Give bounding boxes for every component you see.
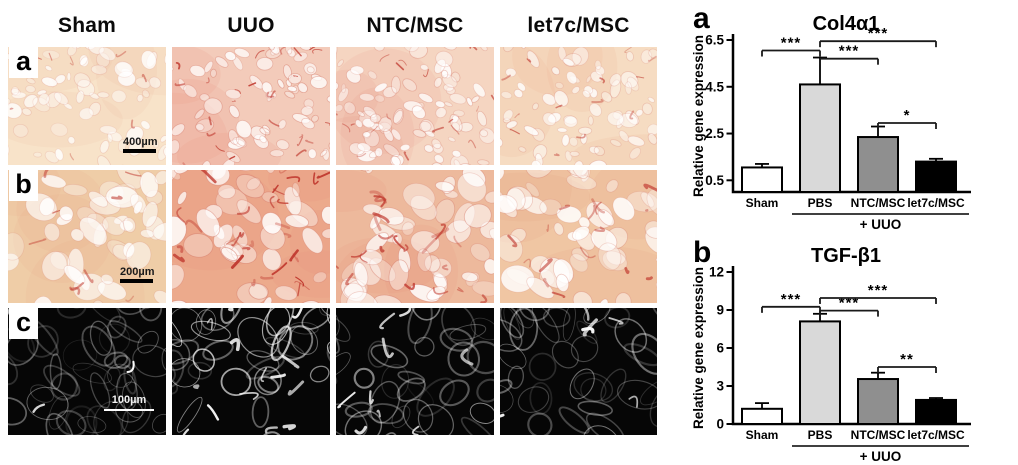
bar-PBS [799, 320, 841, 425]
significance-stars: *** [781, 291, 802, 308]
micrograph-texture [172, 170, 330, 303]
x-category-label: NTC/MSC [851, 428, 906, 442]
x-category-label: PBS [808, 428, 833, 442]
chart-title: Col4α1 [813, 13, 880, 35]
y-tick-label: 2.5 [705, 126, 724, 141]
micrograph-c-sham [8, 308, 166, 435]
x-category-label: NTC/MSC [851, 196, 906, 210]
bar-PBS [799, 83, 841, 193]
micrograph-texture [336, 47, 494, 165]
bar-chart-col4a1: Col4α1 Relative gene expression 0.5 2.5 4.5 6… [690, 0, 1018, 232]
bar-Sham [741, 166, 783, 193]
scale-bar-row-a: 400µm [123, 136, 157, 153]
bar-NTC/MSC [857, 136, 899, 194]
chart-canvas: TGF-β1 Relative gene expression 0 3 6 9 12 Sham… [691, 245, 971, 464]
y-axis-label: Relative gene expression [691, 267, 706, 429]
y-tick-label: 6 [716, 341, 724, 356]
bar-NTC/MSC [857, 378, 899, 426]
significance-stars: * [904, 107, 911, 124]
significance-stars: *** [781, 35, 802, 52]
micrograph-b-uuo [172, 170, 330, 303]
micrograph-texture [336, 170, 494, 303]
micrograph-c-uuo [172, 308, 330, 435]
micrograph-texture [172, 47, 330, 165]
chart-canvas: Col4α1 Relative gene expression 0.5 2.5 4.5 6… [691, 13, 971, 232]
y-tick-label: 3 [716, 379, 724, 394]
micrograph-texture [500, 47, 657, 165]
column-header-sham: Sham [58, 14, 116, 37]
x-category-label: let7c/MSC [907, 196, 965, 210]
y-tick-label: 0.5 [705, 173, 724, 188]
panel-label-a: a [9, 45, 38, 78]
micrograph-c-ntc-msc [336, 308, 494, 435]
significance-stars: *** [868, 25, 889, 42]
y-axis-label: Relative gene expression [691, 35, 706, 197]
micrograph-texture [8, 47, 166, 165]
column-header-ntc-msc: NTC/MSC [366, 14, 464, 37]
micrograph-b-let7c-msc [500, 170, 657, 303]
micrograph-texture [172, 308, 330, 435]
panel-label-c: c [9, 306, 38, 339]
scale-bar-row-c: 100µm [104, 394, 154, 411]
significance-stars: *** [839, 43, 860, 60]
y-tick-label: 6.5 [705, 33, 724, 48]
micrograph-a-ntc-msc [336, 47, 494, 165]
micrograph-b-ntc-msc [336, 170, 494, 303]
scale-bar-line-a [123, 149, 156, 153]
bar-let7c/MSC [915, 160, 957, 194]
y-tick-label: 4.5 [705, 79, 724, 94]
panel-label-b: b [9, 168, 38, 201]
chart-title: TGF-β1 [811, 245, 881, 267]
micrograph-texture [500, 308, 657, 435]
micrograph-texture [336, 308, 494, 435]
y-tick-label: 9 [716, 303, 724, 318]
significance-stars: ** [900, 351, 914, 368]
micrograph-c-let7c-msc [500, 308, 657, 435]
micrograph-texture [500, 170, 657, 303]
y-tick-label: 12 [709, 265, 724, 280]
x-category-label: Sham [746, 196, 779, 210]
scale-bar-line-c [104, 409, 154, 411]
scale-bar-label-c: 100µm [111, 394, 147, 406]
significance-stars: *** [839, 295, 860, 312]
chart-panel-label-a: a [693, 2, 710, 35]
group-label-uuo: + UUO [860, 217, 902, 232]
significance-stars: *** [868, 282, 889, 299]
micrograph-a-uuo [172, 47, 330, 165]
micrograph-a-sham [8, 47, 166, 165]
scale-bar-label-b: 200µm [120, 266, 155, 278]
chart-panel-label-b: b [693, 236, 712, 269]
scale-bar-label-a: 400µm [123, 136, 158, 148]
column-header-let7c-msc: let7c/MSC [527, 14, 630, 37]
scale-bar-row-b: 200µm [120, 266, 154, 283]
group-label-uuo: + UUO [860, 449, 902, 464]
bar-Sham [741, 407, 783, 426]
scale-bar-line-b [120, 279, 153, 283]
bar-let7c/MSC [915, 398, 957, 425]
y-tick-label: 0 [716, 417, 724, 432]
x-category-label: Sham [746, 428, 779, 442]
micrograph-a-let7c-msc [500, 47, 657, 165]
x-category-label: PBS [808, 196, 833, 210]
bar-chart-tgfb1: TGF-β1 Relative gene expression 0 3 6 9 12 Sham… [690, 232, 1018, 465]
x-category-label: let7c/MSC [907, 428, 965, 442]
column-header-uuo: UUO [227, 14, 275, 37]
